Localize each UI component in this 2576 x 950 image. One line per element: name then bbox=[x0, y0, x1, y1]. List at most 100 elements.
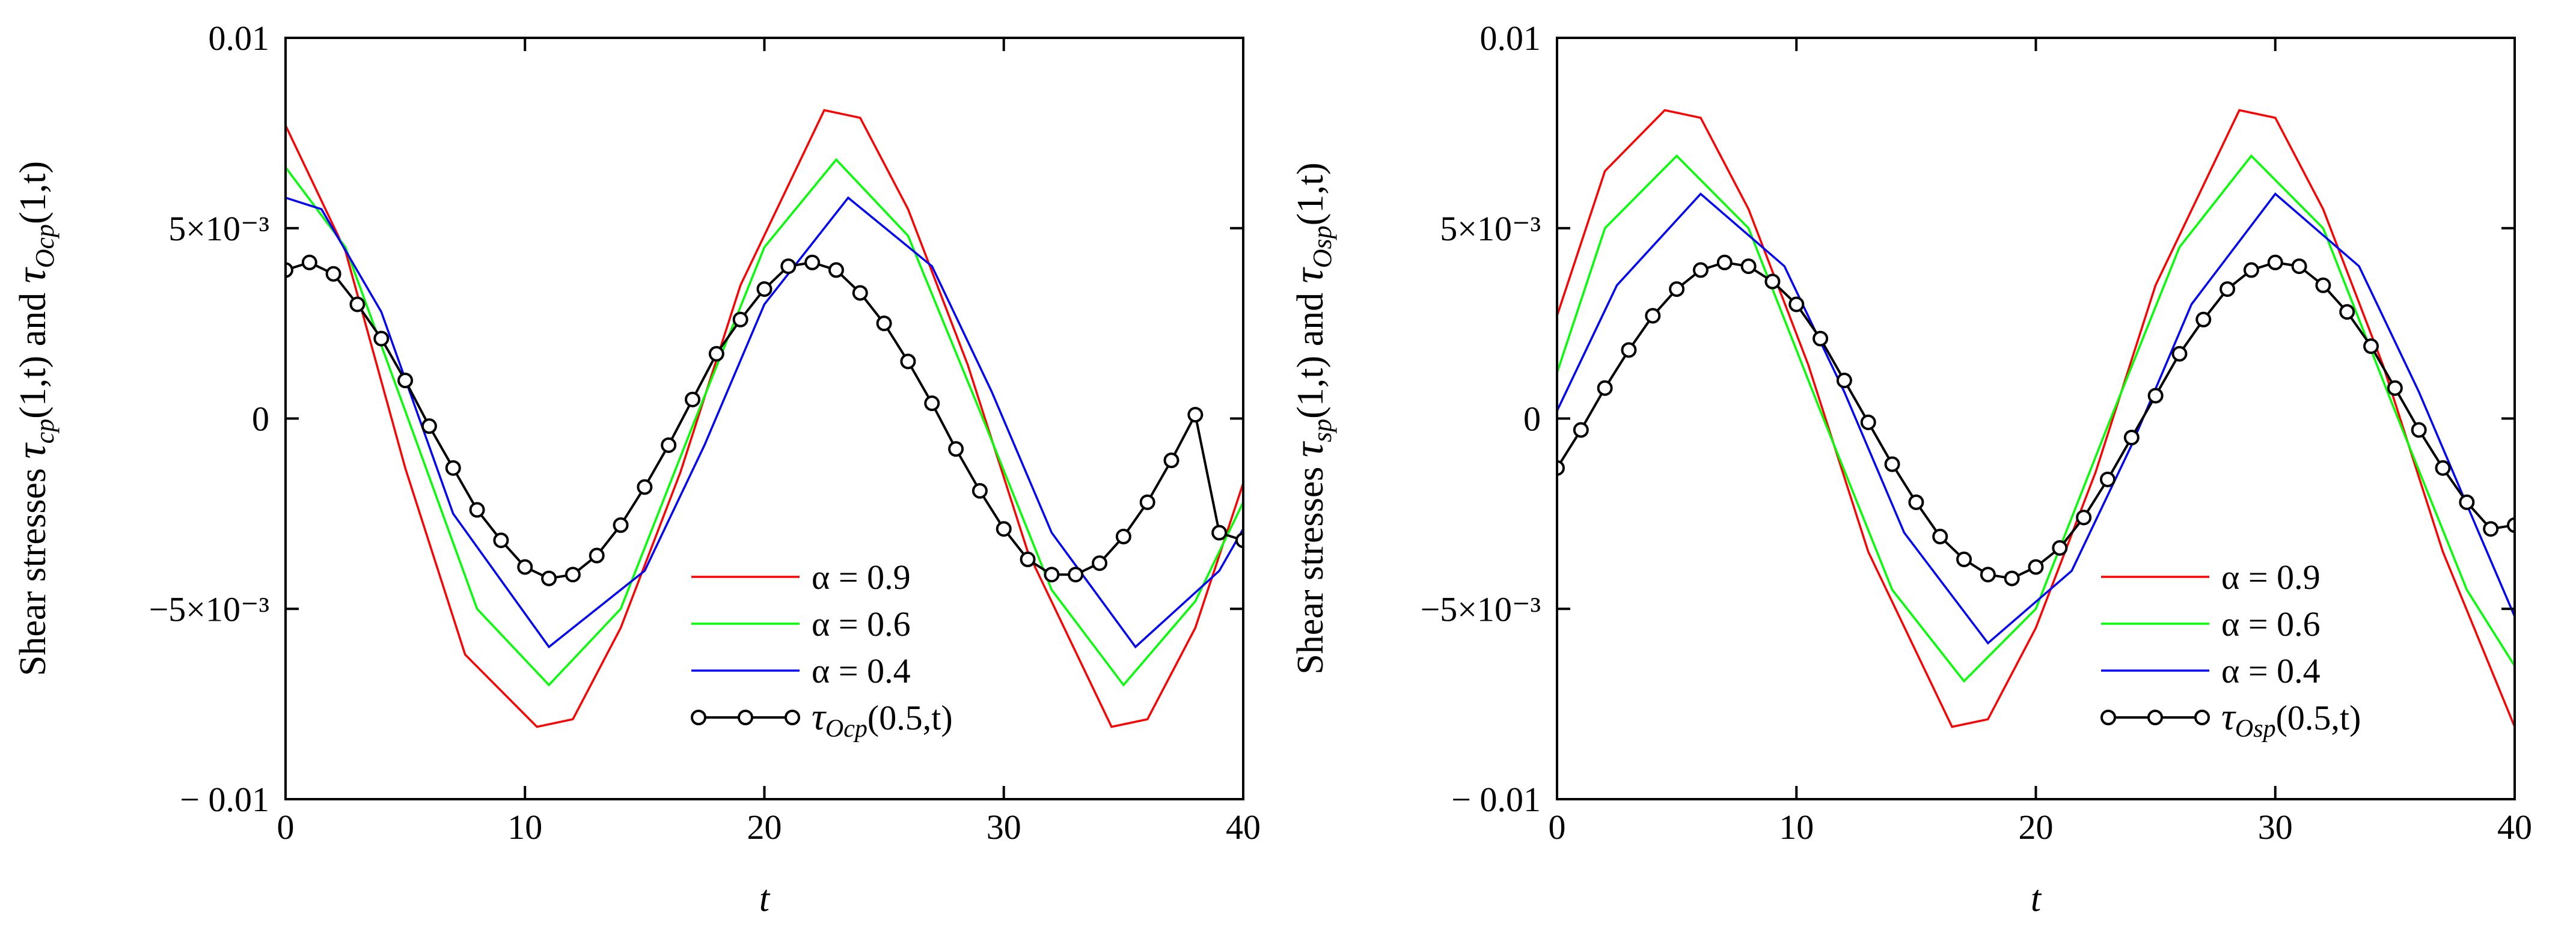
data-point bbox=[1884, 456, 1900, 472]
data-point bbox=[1788, 296, 1805, 312]
x-tick-label: 20 bbox=[747, 808, 782, 847]
data-point bbox=[708, 346, 724, 362]
y-tick-label: −5×10⁻³ bbox=[1421, 589, 1541, 629]
data-point bbox=[2076, 510, 2092, 526]
data-point bbox=[2147, 388, 2164, 404]
data-point bbox=[2459, 494, 2475, 510]
x-tick-label: 40 bbox=[2497, 808, 2532, 847]
y-label-subscript: sp bbox=[1308, 419, 1337, 442]
data-point bbox=[1115, 528, 1131, 544]
data-point bbox=[971, 483, 988, 499]
data-point bbox=[1908, 494, 1924, 510]
data-point bbox=[2267, 254, 2283, 270]
data-point bbox=[2220, 281, 2236, 297]
legend-argument: (0.5,t) bbox=[2276, 698, 2361, 737]
data-point bbox=[1956, 551, 1972, 567]
series-group bbox=[1557, 109, 2515, 728]
data-point bbox=[948, 441, 964, 457]
series-line-4 bbox=[1557, 261, 2515, 580]
data-point bbox=[613, 517, 629, 533]
data-point bbox=[2291, 258, 2307, 275]
data-point bbox=[1669, 281, 1685, 297]
y-label-prefix: Shear stresses bbox=[13, 458, 54, 676]
data-point bbox=[900, 353, 916, 370]
data-point bbox=[1092, 555, 1108, 571]
data-point bbox=[1211, 525, 1228, 541]
data-point bbox=[517, 559, 533, 575]
y-tick-label: 5×10⁻³ bbox=[168, 209, 269, 248]
data-point bbox=[1163, 452, 1179, 469]
x-axis-label: t bbox=[2031, 878, 2042, 919]
series-line-1 bbox=[286, 109, 1243, 728]
y-tick-label: − 0.01 bbox=[1451, 780, 1541, 819]
data-point bbox=[685, 391, 701, 407]
data-point bbox=[445, 460, 461, 476]
data-point bbox=[828, 262, 844, 278]
legend-label-2: α = 0.6 bbox=[2221, 604, 2321, 644]
x-tick-label: 30 bbox=[987, 808, 1021, 847]
series-line-1 bbox=[1557, 109, 2515, 728]
data-point bbox=[1044, 567, 1060, 583]
legend-marker bbox=[2100, 710, 2116, 725]
x-tick-label: 10 bbox=[507, 808, 542, 847]
y-label-argument: (1,t) bbox=[1290, 162, 1331, 225]
data-point bbox=[1020, 551, 1036, 567]
data-point bbox=[1764, 273, 1781, 290]
data-point bbox=[1597, 380, 1613, 396]
y-tick-label: −5×10⁻³ bbox=[149, 589, 269, 629]
data-point bbox=[349, 296, 366, 312]
data-point bbox=[2243, 262, 2259, 278]
data-point bbox=[541, 570, 557, 586]
data-point bbox=[1980, 567, 1996, 583]
y-tick-label: 0.01 bbox=[1480, 19, 1541, 58]
data-point bbox=[286, 262, 293, 278]
series-line-3 bbox=[1557, 192, 2515, 645]
y-label-argument: (1,t) bbox=[13, 161, 54, 224]
legend-subscript: Ocp bbox=[825, 715, 867, 743]
data-point bbox=[2483, 521, 2499, 537]
data-point bbox=[564, 567, 581, 583]
data-point bbox=[301, 254, 317, 270]
legend: α = 0.9 α = 0.6 α = 0.4 τOcp(0.5,t) bbox=[691, 558, 953, 743]
data-point bbox=[804, 254, 821, 270]
data-point bbox=[373, 330, 390, 347]
legend-argument: (0.5,t) bbox=[867, 698, 953, 737]
data-point bbox=[325, 266, 341, 282]
y-label-joiner: and bbox=[13, 283, 54, 356]
y-label-symbol: τ bbox=[8, 266, 55, 283]
legend-marker bbox=[738, 710, 753, 725]
legend-subscript: Osp bbox=[2235, 715, 2276, 743]
y-label-symbol: τ bbox=[8, 442, 55, 458]
legend-label-3: α = 0.4 bbox=[2221, 651, 2321, 690]
data-point bbox=[2099, 471, 2116, 487]
legend-marker bbox=[691, 710, 706, 725]
data-point bbox=[661, 437, 677, 453]
data-point bbox=[852, 285, 868, 301]
data-point bbox=[637, 479, 653, 495]
data-point bbox=[397, 373, 414, 389]
x-tick-label: 10 bbox=[1779, 808, 1814, 847]
legend: α = 0.9 α = 0.6 α = 0.4 τOsp(0.5,t) bbox=[2100, 558, 2361, 743]
legend-label-2: α = 0.6 bbox=[812, 604, 911, 644]
data-point bbox=[1716, 254, 1733, 270]
data-point bbox=[1187, 407, 1204, 423]
data-point bbox=[1621, 342, 1637, 358]
data-point bbox=[1139, 494, 1155, 510]
y-label-prefix: Shear stresses bbox=[1290, 457, 1331, 675]
data-point bbox=[2123, 430, 2140, 446]
x-tick-label: 40 bbox=[1226, 808, 1261, 847]
y-label-subscript: Osp bbox=[1308, 225, 1337, 268]
y-label-subscript: cp bbox=[30, 419, 60, 444]
data-point bbox=[756, 281, 772, 297]
data-point bbox=[469, 502, 485, 518]
data-point bbox=[780, 258, 797, 275]
y-label-argument: (1,t) bbox=[13, 356, 54, 419]
y-tick-label: 0.01 bbox=[209, 19, 270, 58]
data-point bbox=[1740, 258, 1757, 275]
data-point bbox=[1068, 567, 1084, 583]
data-point bbox=[924, 395, 940, 412]
y-label-argument: (1,t) bbox=[1290, 356, 1331, 419]
data-point bbox=[2052, 540, 2068, 556]
data-point bbox=[1860, 414, 1876, 430]
